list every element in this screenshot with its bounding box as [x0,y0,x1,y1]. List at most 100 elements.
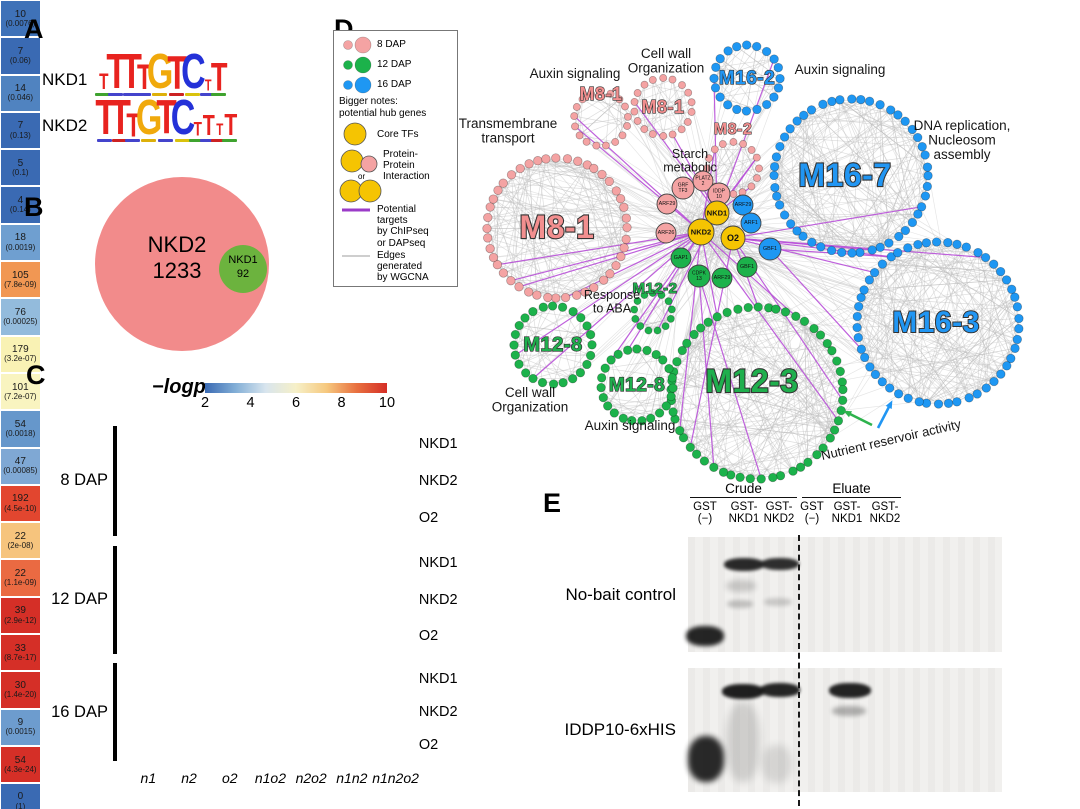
logo-letter: T [167,49,187,96]
logo-minor-letters [112,139,128,142]
svg-text:10: 10 [716,194,722,200]
block-label-12-DAP: 12 DAP [51,590,108,609]
panel-a-label: A [24,14,44,44]
heatmap-cell: 18 (0.0019) [0,223,41,262]
svg-text:ARF29: ARF29 [735,202,752,208]
logo-minor-letters [140,139,156,142]
heatmap-cell: 10 (0.0076) [0,0,41,38]
row-label-O2: O2 [418,510,439,527]
col-label-n1: n1 [140,770,157,786]
logo-glyph: T [193,118,202,141]
legend-row-line: Potential targets by ChIPseq or DAPseq [339,204,453,249]
cell-pvalue: (4.3e-24) [4,764,37,774]
heatmap-cell: 0 (1) [0,783,41,809]
blot-band [724,558,764,571]
logo-letter: T [222,109,238,142]
logo-minor-letters [189,139,205,142]
panel-b-label: B [24,192,44,222]
annotation-text: Response to ABA [584,288,640,316]
annotation-arrowhead [885,400,893,409]
cell-pvalue: (1) [15,801,26,809]
blot-band [727,600,753,608]
hub-gene-ARF29p: ARF29 [656,193,678,215]
legend-label: Core TFs [377,128,419,140]
heatmap-cell: 105 (7.8e-09) [0,261,41,299]
legend-row-core: Core TFs [339,121,453,148]
logo-letter: G [136,94,162,142]
cell-count: 30 [14,679,26,691]
network-legend: 8 DAP 12 DAP 16 DAP Bigger notes: potential… [333,30,458,288]
heatmap-cell: 14 (0.046) [0,74,41,112]
cell-pvalue: (0.00025) [3,317,38,327]
blot-band [762,745,792,783]
svg-text:GAP1: GAP1 [674,255,688,261]
module-label-M12-3: M12-3 [705,363,798,399]
motif-row-name: NKD2 [42,116,88,135]
legend-row-line: Edges generated by WGCNA [339,250,453,284]
legend-row-pair: 16 DAP [339,75,453,94]
panel-c-label: C [26,360,46,390]
logo-glyph: G [135,90,162,146]
logo-glyph: T [110,90,131,146]
heatmap-cell: 39 (2.9e-12) [0,596,41,635]
cell-count: 101 [12,381,29,393]
cell-count: 33 [14,642,26,654]
heatmap-cell: 5 (0.1) [0,149,41,187]
cell-count: 22 [14,530,26,542]
svg-text:13: 13 [696,276,702,282]
logo-letter: T [95,94,116,142]
logo-glyph: T [121,44,142,100]
logo-glyph: T [210,54,228,99]
row-label-NKD1: NKD1 [418,555,458,572]
block-bar [113,546,117,654]
logo-letter: T [135,60,152,96]
cell-count: 7 [17,120,24,132]
annotation-text: Starch metabolic [663,147,717,175]
venn-nkd1-circle [219,245,267,293]
svg-text:ARF29: ARF29 [714,275,731,281]
row-label-NKD1: NKD1 [418,670,458,687]
venn-nkd2-count: 1233 [152,258,202,283]
dashed-separator [798,535,800,806]
module-label-M8-1-big: M8-1 [520,209,595,245]
cell-pvalue: (1.1e-09) [4,578,37,588]
logo-glyph: T [204,76,212,95]
heatmap-cell: 33 (8.7e-17) [0,634,41,672]
module-label-M12-8-aux: M12-8 [609,375,665,396]
block-label-16-DAP: 16 DAP [51,702,108,721]
cell-count: 14 [14,83,26,95]
cell-count: 105 [12,269,29,281]
svg-text:CDPK: CDPK [692,270,707,276]
logo-minor-letters [210,93,226,96]
hub-gene-NKD1: NKD1 [704,200,730,226]
logo-letter: T [121,48,142,96]
svg-text:GRF: GRF [678,182,689,188]
venn-nkd1-name: NKD1 [228,254,258,266]
cell-count: 76 [14,306,26,318]
logo-letter: T [124,108,141,142]
cell-pvalue: (0.1) [12,167,29,177]
dap-dot-icon [343,36,372,54]
cluster-hairball-M12-2 [634,292,673,331]
module-label-M16-3: M16-3 [892,306,980,339]
module-label-M12-2: M12-2 [632,280,677,297]
colorbar-tick: 10 [378,395,396,411]
hub-gene-GBF1g: GBF1 [736,256,758,278]
colorbar [205,383,387,393]
cell-pvalue: (0.06) [9,56,31,66]
hub-gene-ARF26p: ARF26 [655,222,677,244]
cell-count: 18 [14,232,26,244]
hub-gene-ARF29g: ARF29 [711,267,733,289]
cell-count: 9 [17,717,24,729]
cell-pvalue: (8.7e-17) [4,652,37,662]
logo-minor-letters [135,93,151,96]
cell-pvalue: (2e-08) [7,540,34,550]
logo-minor-letters [95,93,111,96]
colorbar-tick: 4 [246,395,255,411]
colorbar-tick: 8 [337,395,346,411]
blot-band [760,683,800,697]
logo-letter: G [147,48,173,96]
